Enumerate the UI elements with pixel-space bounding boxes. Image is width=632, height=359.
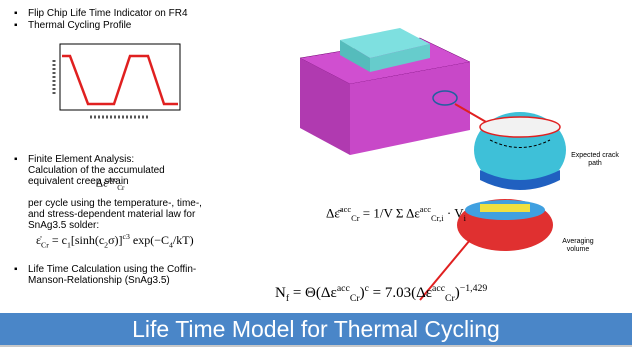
slide-title: Life Time Model for Thermal Cycling [0,313,632,345]
bullet-text: Life Time Calculation using the Coffin- [28,264,196,275]
equation-part: Cr,i [431,213,444,223]
equation-part: acc [108,176,118,184]
equation: ε̇Cr = c1[sinh(c2σ)]c3 exp(−C4/kT) [36,232,194,249]
bullet-text: Thermal Cycling Profile [28,20,131,31]
temperature-profile [54,44,180,117]
equation: Nf = Θ(ΔεaccCr)c = 7.03(ΔεaccCr)−1,429 [275,283,487,304]
equation-part: Cr [445,293,455,304]
equation-part: σ)] [108,233,122,247]
footer-line [0,345,632,347]
equation-part: acc [432,283,445,294]
equation-part: Δε [96,178,108,190]
equation-part: acc [420,204,431,214]
bullet-text: Calculation of the accumulated [28,165,165,176]
equation-part: acc [337,283,350,294]
equation-part: Cr [350,293,360,304]
equation-part: −1,429 [460,283,487,294]
bullet-text: per cycle using the temperature-, time-, [28,198,202,209]
bullet-text: Flip Chip Life Time Indicator on FR4 [28,8,188,19]
equation-part: [sinh(c [71,233,104,247]
equation-part: acc [340,204,351,214]
equation: ΔεaccCr [96,176,124,192]
slide: {"bullets": [ {"lines": ["Flip Chip Life… [0,0,632,359]
bullet-text: SnAg3.5 solder: [28,220,99,231]
annotation: Expected crack path [570,152,620,168]
bullet-text: Finite Element Analysis: [28,154,134,165]
equation-part: Cr [117,184,124,192]
equation-part: Cr [41,240,49,249]
equation-part: Cr [351,213,359,223]
equation-part: c3 [123,232,130,241]
bullet-marker: ▪ [14,8,18,19]
equation-part: · V [444,205,464,220]
equation-part: N [275,285,286,301]
equation-part: Δε̄ [326,205,340,220]
equation-part: /kT) [173,233,194,247]
bullet-text: and stress-dependent material law for [28,209,195,220]
crack-model [474,112,566,190]
equation-part: exp(−C [130,233,169,247]
bullet-marker: ▪ [14,154,18,165]
bullet-text: Manson-Relationship (SnAg3.5) [28,275,170,286]
equation-part: = 7.03(Δε [369,285,432,301]
equation-part: 1/V [373,205,392,220]
bullet-marker: ▪ [14,20,18,31]
equation: Δε̄accCr = 1/V Σ ΔεaccCr,i · Vi [326,204,466,223]
bullet-marker: ▪ [14,264,18,275]
equation-part: = Θ(Δε [289,285,337,301]
equation-part: = [360,205,374,220]
equation-part: = c [49,233,67,247]
equation-part: Σ Δε [393,205,420,220]
title-bar: Life Time Model for Thermal Cycling [0,313,632,345]
annotation: Averaging volume [558,238,598,254]
equation-part: i [464,213,466,223]
fe-mesh [300,28,500,155]
